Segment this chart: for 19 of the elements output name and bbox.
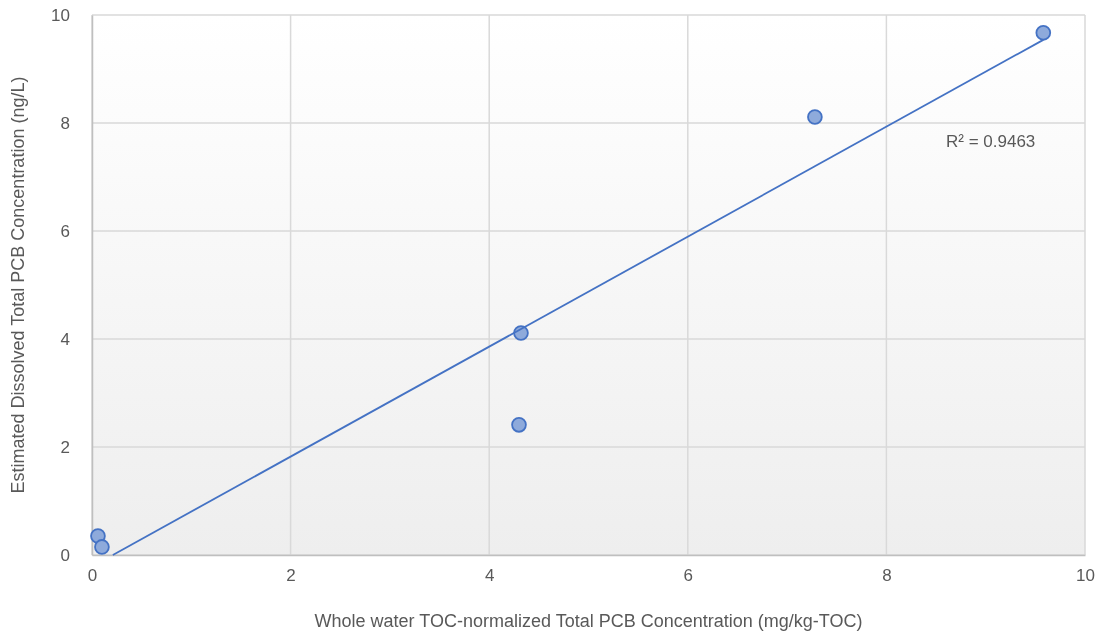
x-tick-label: 8: [882, 566, 892, 586]
point: [807, 109, 823, 125]
y-tick-label: 4: [60, 329, 70, 349]
y-tick-label: 6: [60, 221, 70, 241]
y-tick-label: 0: [60, 545, 70, 565]
y-axis-title: Estimated Dissolved Total PCB Concentration (ng/L): [8, 76, 28, 494]
x-tick-label: 2: [286, 566, 296, 586]
y-tick-label: 10: [51, 5, 70, 25]
point: [511, 417, 527, 433]
point: [94, 539, 110, 555]
x-tick-label: 6: [683, 566, 694, 586]
x-tick-label: 0: [87, 566, 98, 586]
x-tick-label: 4: [484, 566, 495, 586]
x-axis-title: Whole water TOC-normalized Total PCB Concentration (mg/kg-TOC): [314, 611, 863, 631]
annotation: R² = 0.9463: [946, 132, 1036, 152]
y-tick-label: 8: [60, 113, 70, 133]
x-tick-label: 10: [1076, 566, 1095, 586]
y-tick-label: 2: [60, 437, 70, 457]
point: [1035, 25, 1052, 41]
